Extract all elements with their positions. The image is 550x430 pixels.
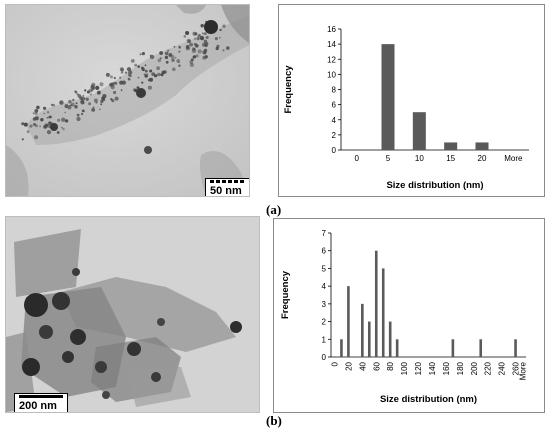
y-tick-label: 4: [332, 116, 337, 125]
scale-bar-a: 50 nm: [205, 178, 249, 197]
x-tick-label: 140: [428, 361, 437, 375]
x-tick-label: 20: [478, 154, 487, 163]
histogram-bar: [374, 250, 378, 357]
x-axis-title: Size distribution (nm): [386, 180, 483, 191]
y-tick-label: 14: [327, 40, 336, 49]
tem-image-a: 50 nm: [5, 4, 250, 197]
y-tick-label: 7: [322, 229, 327, 238]
histogram-bar: [388, 321, 392, 357]
x-tick-label: 10: [415, 154, 424, 163]
x-tick-label: 260: [512, 361, 521, 375]
histogram-bar: [361, 303, 364, 357]
histogram-bar: [368, 321, 371, 357]
scale-bar-line: [210, 180, 245, 183]
x-tick-label: 0: [354, 154, 359, 163]
x-tick-label: 120: [414, 361, 423, 375]
x-tick-label: 80: [386, 361, 395, 370]
histogram-bar: [381, 268, 385, 357]
histogram-bar: [475, 142, 489, 150]
x-tick-label: 0: [330, 361, 339, 366]
histogram-bar: [444, 142, 458, 150]
y-tick-label: 10: [327, 70, 336, 79]
x-tick-label: 40: [358, 361, 367, 370]
scale-bar-b: 200 nm: [14, 393, 68, 412]
histogram-bar: [347, 286, 350, 357]
scale-bar-line: [19, 395, 63, 398]
histogram-bar: [451, 339, 455, 357]
y-axis-title: Frequency: [280, 270, 291, 319]
histogram-bar: [412, 112, 426, 150]
x-tick-label: 15: [446, 154, 455, 163]
y-tick-label: 8: [332, 86, 337, 95]
x-tick-label: 160: [442, 361, 451, 375]
histogram-bar: [479, 339, 483, 357]
histogram-bar: [514, 339, 517, 357]
x-tick-label: 5: [386, 154, 391, 163]
y-tick-label: 0: [332, 146, 337, 155]
histogram-bar: [340, 339, 343, 357]
x-tick-label: 240: [498, 361, 507, 375]
histogram-bar: [395, 339, 399, 357]
y-tick-label: 0: [322, 353, 327, 362]
y-tick-label: 1: [322, 335, 327, 344]
x-tick-label: 180: [456, 361, 465, 375]
x-tick-label: More: [519, 361, 528, 380]
x-tick-label: 200: [470, 361, 479, 375]
histogram-bar: [381, 44, 395, 151]
y-tick-label: 5: [322, 264, 327, 273]
x-tick-label: 20: [344, 361, 353, 370]
y-tick-label: 12: [327, 55, 336, 64]
x-tick-label: More: [504, 154, 523, 163]
y-tick-label: 6: [322, 247, 327, 256]
y-tick-label: 6: [332, 101, 337, 110]
tem-image-b: 200 nm: [5, 216, 260, 413]
y-tick-label: 2: [322, 318, 327, 327]
y-axis-title: Frequency: [283, 65, 294, 114]
x-tick-label: 220: [484, 361, 493, 375]
y-tick-label: 2: [332, 131, 337, 140]
histogram-a: 0 2 4 6 8 10 12 14 16 0 5 10 15 20 More Size distributi…: [278, 4, 545, 197]
x-tick-label: 60: [372, 361, 381, 370]
panel-label-b: (b): [266, 413, 282, 428]
x-axis-title: Size distribution (nm): [380, 394, 477, 405]
y-tick-label: 16: [327, 25, 336, 34]
y-tick-label: 4: [322, 282, 327, 291]
y-tick-label: 3: [322, 300, 327, 309]
panel-label-a: (a): [266, 202, 282, 217]
scale-bar-label: 200 nm: [19, 400, 57, 412]
scale-bar-label: 50 nm: [210, 185, 242, 197]
histogram-b: 0 1 2 3 4 5 6 7 0 20 40 60 80 100 120 140 160 180 200 220 24…: [273, 218, 545, 413]
x-tick-label: 100: [400, 361, 409, 375]
